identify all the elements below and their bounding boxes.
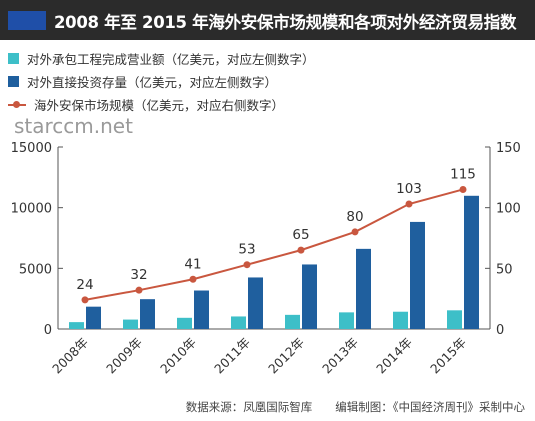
bar-contract-revenue bbox=[285, 314, 300, 329]
data-label: 53 bbox=[238, 242, 255, 258]
line-point bbox=[135, 286, 143, 294]
title-bar: 2008 年至 2015 年海外安保市场规模和各项对外经济贸易指数 bbox=[0, 0, 535, 40]
y-left-tick-label: 15000 bbox=[11, 141, 52, 156]
legend-item-fdi-stock: 对外直接投资存量（亿美元，对应左侧数字） bbox=[8, 72, 277, 91]
line-point bbox=[351, 228, 359, 236]
y-right-tick-label: 100 bbox=[496, 202, 521, 217]
legend-label: 对外直接投资存量（亿美元，对应左侧数字） bbox=[27, 75, 278, 90]
data-label: 32 bbox=[130, 267, 147, 283]
bar-contract-revenue bbox=[339, 312, 354, 329]
x-tick-label: 2011年 bbox=[211, 335, 253, 377]
line-point bbox=[189, 275, 197, 283]
chart-title: 2008 年至 2015 年海外安保市场规模和各项对外经济贸易指数 bbox=[54, 13, 517, 32]
y-left-tick-label: 5000 bbox=[19, 262, 52, 277]
bar-contract-revenue bbox=[123, 319, 138, 329]
y-right-tick-label: 50 bbox=[496, 262, 513, 277]
line-point bbox=[459, 185, 467, 193]
y-left-tick-label: 0 bbox=[44, 323, 52, 338]
legend-swatch-line bbox=[8, 99, 26, 110]
x-tick-label: 2010年 bbox=[157, 335, 199, 377]
bar-fdi-stock bbox=[86, 306, 101, 329]
y-right-tick-label: 0 bbox=[496, 323, 504, 338]
series-line-security-market bbox=[84, 188, 464, 301]
x-tick-label: 2013年 bbox=[319, 335, 361, 377]
bar-contract-revenue bbox=[393, 311, 408, 329]
bar-contract-revenue bbox=[447, 310, 462, 329]
bar-fdi-stock bbox=[464, 195, 479, 329]
x-tick-label: 2012年 bbox=[265, 335, 307, 377]
data-label: 24 bbox=[76, 277, 93, 293]
title-accent-block bbox=[8, 11, 46, 30]
bar-contract-revenue bbox=[177, 317, 192, 329]
data-label: 80 bbox=[346, 209, 363, 225]
bar-contract-revenue bbox=[231, 316, 246, 329]
data-label: 41 bbox=[184, 256, 201, 272]
x-tick-label: 2014年 bbox=[373, 335, 415, 377]
line-point bbox=[297, 246, 305, 254]
data-label: 103 bbox=[396, 181, 422, 197]
bar-fdi-stock bbox=[356, 248, 371, 329]
legend-label: 对外承包工程完成营业额（亿美元，对应左侧数字） bbox=[27, 52, 315, 67]
legend-swatch-teal bbox=[8, 53, 19, 64]
legend-label: 海外安保市场规模（亿美元，对应右侧数字） bbox=[34, 98, 285, 113]
legend-item-security-market: 海外安保市场规模（亿美元，对应右侧数字） bbox=[8, 95, 284, 114]
bar-fdi-stock bbox=[194, 290, 209, 329]
bar-fdi-stock bbox=[410, 221, 425, 329]
y-right-tick-label: 150 bbox=[496, 141, 521, 156]
source-note: 数据来源：凤凰国际智库 编辑制图：《中国经济周刊》采制中心 bbox=[185, 400, 525, 414]
data-label: 115 bbox=[450, 166, 476, 182]
line-point bbox=[243, 261, 251, 269]
legend-item-contract-revenue: 对外承包工程完成营业额（亿美元，对应左侧数字） bbox=[8, 49, 315, 68]
watermark: starccm.net bbox=[14, 114, 133, 138]
bar-fdi-stock bbox=[248, 277, 263, 329]
legend-swatch-blue bbox=[8, 76, 19, 87]
bar-contract-revenue bbox=[69, 322, 84, 329]
data-label: 65 bbox=[292, 227, 309, 243]
y-left-tick-label: 10000 bbox=[11, 202, 52, 217]
x-tick-label: 2015年 bbox=[427, 335, 469, 377]
x-tick-label: 2008年 bbox=[49, 335, 91, 377]
bar-fdi-stock bbox=[140, 299, 155, 329]
line-point bbox=[81, 296, 89, 304]
bar-fdi-stock bbox=[302, 264, 317, 329]
line-point bbox=[405, 200, 413, 208]
x-tick-label: 2009年 bbox=[103, 335, 145, 377]
